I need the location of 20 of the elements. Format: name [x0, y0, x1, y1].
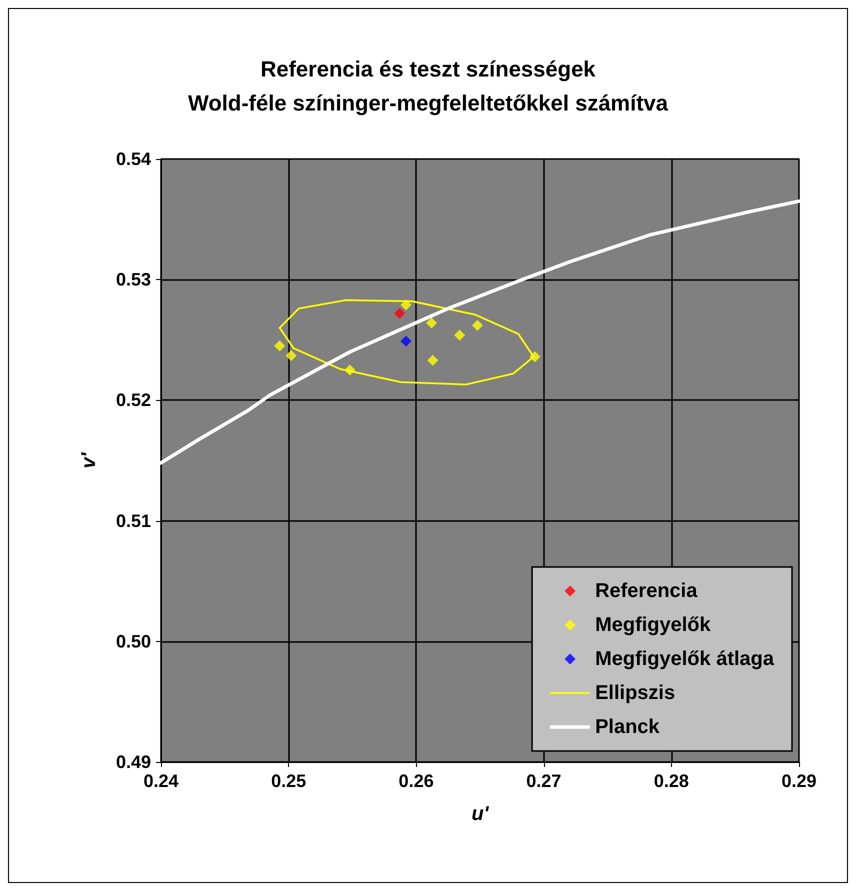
y-tick-label: 0.51 — [116, 510, 151, 531]
x-tick-label: 0.28 — [654, 771, 689, 791]
x-tick-label: 0.27 — [526, 771, 562, 791]
x-tick-label: 0.24 — [143, 771, 179, 791]
x-tick-label: 0.25 — [271, 771, 306, 791]
chart-title: Referencia és teszt színességek Wold-féle színinger-megfeleltetőkkel számítva — [188, 56, 669, 116]
x-axis-title: u' — [472, 803, 490, 825]
y-tick-label: 0.50 — [116, 631, 151, 652]
x-tick-label: 0.26 — [398, 771, 434, 791]
y-tick-label: 0.49 — [116, 752, 151, 772]
y-axis-title: v' — [78, 451, 100, 468]
y-tick-label: 0.52 — [116, 390, 151, 410]
y-tick-label: 0.54 — [116, 149, 151, 169]
legend-label: Megfigyelők — [595, 614, 712, 636]
legend-label: Megfigyelők átlaga — [595, 648, 775, 670]
x-tick-label: 0.29 — [781, 771, 817, 791]
legend-label: Ellipszis — [595, 682, 676, 704]
legend-label: Planck — [595, 716, 660, 738]
legend-label: Referencia — [595, 580, 698, 602]
y-tick-label: 0.53 — [116, 270, 151, 290]
